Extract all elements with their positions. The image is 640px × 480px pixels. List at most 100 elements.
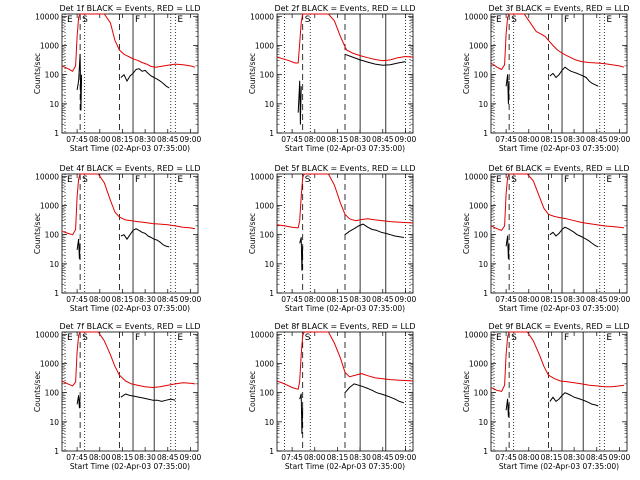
events-series-line bbox=[549, 66, 599, 87]
x-tick-label: 08:15 bbox=[327, 135, 349, 144]
y-axis-label: Counts/sec bbox=[33, 53, 42, 94]
x-tick-label: 08:30 bbox=[349, 453, 371, 462]
panel-title: Det 4f BLACK = Events, RED = LLD bbox=[59, 164, 200, 173]
y-tick-label: 10000 bbox=[464, 12, 488, 21]
y-axis-label: Counts/sec bbox=[248, 371, 257, 412]
x-tick-label: 08:15 bbox=[327, 295, 349, 304]
y-tick-label: 10 bbox=[478, 418, 488, 427]
events-series-line bbox=[76, 238, 81, 260]
x-tick-label: 07:45 bbox=[66, 453, 88, 462]
lld-series-line bbox=[276, 13, 414, 64]
x-tick-label: 09:00 bbox=[180, 453, 202, 462]
x-axis-label: Start Time (02-Apr-03 07:35:00) bbox=[499, 144, 619, 153]
x-axis-label: Start Time (02-Apr-03 07:35:00) bbox=[285, 304, 405, 313]
x-tick-label: 08:30 bbox=[134, 135, 156, 144]
x-axis-label: Start Time (02-Apr-03 07:35:00) bbox=[499, 462, 619, 471]
y-tick-label: 1000 bbox=[255, 41, 274, 50]
x-tick-label: 09:00 bbox=[180, 295, 202, 304]
detector-panel: Det 6f BLACK = Events, RED = LLD 1 10 100 10… bbox=[462, 164, 630, 313]
y-tick-label: 10 bbox=[478, 100, 488, 109]
x-tick-label: 09:00 bbox=[395, 135, 417, 144]
x-tick-label: 08:15 bbox=[112, 135, 134, 144]
events-series-line bbox=[297, 80, 302, 125]
y-tick-label: 10000 bbox=[250, 330, 274, 339]
lld-series-line bbox=[61, 173, 196, 236]
x-tick-label: 08:30 bbox=[134, 453, 156, 462]
event-marker-label: E bbox=[606, 175, 612, 185]
x-tick-label: 07:45 bbox=[66, 295, 88, 304]
y-tick-label: 10 bbox=[264, 100, 274, 109]
plot-frame bbox=[61, 331, 199, 452]
x-tick-label: 08:30 bbox=[134, 295, 156, 304]
x-tick-label: 08:15 bbox=[112, 453, 134, 462]
plot-frame bbox=[61, 173, 199, 294]
events-series-line bbox=[299, 237, 304, 271]
y-tick-label: 1 bbox=[483, 289, 488, 298]
events-series-line bbox=[120, 68, 170, 89]
x-tick-label: 08:45 bbox=[157, 135, 179, 144]
events-series-line bbox=[76, 53, 83, 111]
x-tick-label: 08:30 bbox=[563, 295, 585, 304]
event-marker-label: E bbox=[606, 333, 612, 343]
x-tick-label: 08:15 bbox=[541, 453, 563, 462]
x-tick-label: 07:45 bbox=[495, 453, 517, 462]
y-tick-label: 1 bbox=[483, 129, 488, 138]
y-tick-label: 10 bbox=[49, 100, 59, 109]
event-marker-label: S bbox=[82, 175, 88, 185]
x-tick-label: 07:45 bbox=[66, 135, 88, 144]
x-axis-label: Start Time (02-Apr-03 07:35:00) bbox=[285, 462, 405, 471]
y-tick-label: 100 bbox=[45, 71, 60, 80]
x-tick-label: 08:45 bbox=[157, 295, 179, 304]
y-tick-label: 10000 bbox=[250, 12, 274, 21]
x-tick-label: 09:00 bbox=[609, 453, 631, 462]
x-axis-label: Start Time (02-Apr-03 07:35:00) bbox=[70, 144, 190, 153]
y-axis-label: Counts/sec bbox=[33, 213, 42, 254]
events-series-line bbox=[76, 395, 81, 409]
x-tick-label: 08:45 bbox=[372, 453, 394, 462]
x-tick-label: 08:45 bbox=[586, 295, 608, 304]
x-tick-label: 09:00 bbox=[180, 135, 202, 144]
y-axis-label: Counts/sec bbox=[33, 371, 42, 412]
y-tick-label: 100 bbox=[45, 389, 60, 398]
lld-series-line bbox=[61, 13, 196, 72]
x-tick-label: 09:00 bbox=[395, 453, 417, 462]
event-marker-label: F bbox=[135, 15, 140, 25]
events-series-line bbox=[549, 392, 599, 407]
events-series-line bbox=[344, 53, 406, 66]
plot-frame bbox=[490, 173, 628, 294]
event-marker-label: F bbox=[135, 333, 140, 343]
y-tick-label: 100 bbox=[474, 71, 489, 80]
y-tick-label: 1000 bbox=[255, 359, 274, 368]
x-tick-label: 08:00 bbox=[518, 295, 540, 304]
x-tick-label: 08:15 bbox=[112, 295, 134, 304]
detector-panel: Det 2f BLACK = Events, RED = LLD 1 10 100 10… bbox=[248, 4, 416, 153]
x-tick-label: 07:45 bbox=[281, 135, 303, 144]
lld-series-line bbox=[61, 331, 196, 388]
x-tick-label: 08:15 bbox=[541, 135, 563, 144]
events-series-line bbox=[344, 383, 405, 404]
lld-series-line bbox=[276, 331, 414, 390]
y-tick-label: 1 bbox=[483, 447, 488, 456]
y-tick-label: 1 bbox=[269, 447, 274, 456]
x-axis-label: Start Time (02-Apr-03 07:35:00) bbox=[499, 304, 619, 313]
event-marker-label: E bbox=[606, 15, 612, 25]
x-tick-label: 08:00 bbox=[89, 453, 111, 462]
y-tick-label: 10 bbox=[264, 260, 274, 269]
x-tick-label: 08:30 bbox=[349, 295, 371, 304]
x-tick-label: 08:00 bbox=[518, 135, 540, 144]
y-tick-label: 10000 bbox=[35, 12, 59, 21]
event-marker-label: F bbox=[135, 175, 140, 185]
x-tick-label: 08:30 bbox=[349, 135, 371, 144]
panel-title: Det 1f BLACK = Events, RED = LLD bbox=[59, 4, 200, 13]
panel-title: Det 6f BLACK = Events, RED = LLD bbox=[488, 164, 629, 173]
x-tick-label: 09:00 bbox=[609, 295, 631, 304]
event-marker-label: E bbox=[67, 333, 73, 343]
y-tick-label: 1 bbox=[54, 129, 59, 138]
x-tick-label: 08:00 bbox=[304, 135, 326, 144]
x-tick-label: 08:00 bbox=[89, 295, 111, 304]
detector-panel: Det 3f BLACK = Events, RED = LLD 1 10 100 10… bbox=[462, 4, 630, 153]
panel-title: Det 3f BLACK = Events, RED = LLD bbox=[488, 4, 629, 13]
event-marker-label: S bbox=[511, 175, 517, 185]
y-tick-label: 1000 bbox=[469, 359, 488, 368]
